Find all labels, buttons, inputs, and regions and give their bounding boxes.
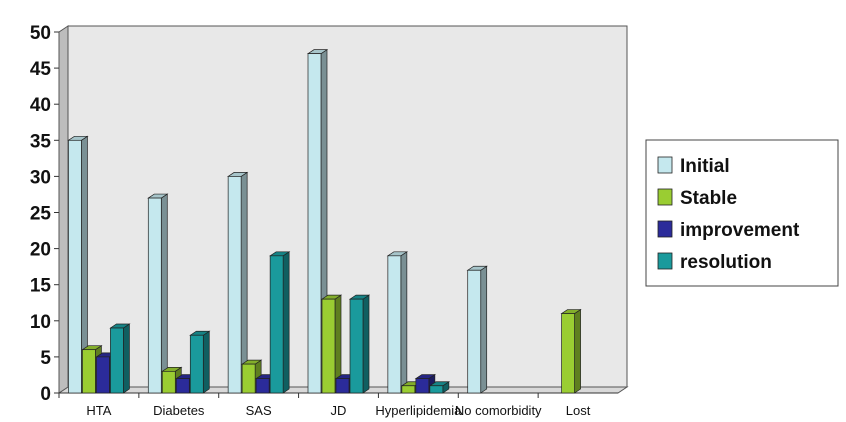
bar-front — [415, 378, 430, 394]
legend-item-initial: Initial — [657, 156, 730, 177]
legend-swatch — [657, 156, 673, 174]
bar-front — [269, 255, 284, 394]
y-tick-label: 35 — [30, 131, 52, 152]
bar-stable-lost — [560, 308, 582, 394]
legend-label: Initial — [680, 156, 730, 177]
legend-swatch — [657, 252, 673, 270]
bar-front — [561, 313, 575, 394]
bar-side — [362, 294, 370, 394]
bar-side — [160, 193, 168, 394]
bar-initial-hyperlipidemia — [386, 251, 409, 394]
bar-initial-hta — [67, 135, 89, 394]
bar-front — [335, 378, 350, 394]
y-tick-label: 5 — [40, 348, 51, 369]
bar-resolution-jd — [348, 294, 371, 394]
bar-resolution-diabetes — [189, 330, 211, 394]
bar-resolution-hta — [109, 323, 131, 394]
legend-item-improvement: improvement — [657, 220, 800, 241]
y-tick-label: 25 — [30, 204, 52, 225]
x-tick-label: Hyperlipidemia — [375, 403, 462, 418]
legend-swatch — [657, 220, 673, 238]
y-tick-label: 30 — [30, 167, 51, 188]
legend-item-resolution: resolution — [657, 252, 772, 273]
bar-front — [161, 370, 176, 394]
bars — [67, 49, 582, 394]
bar-side — [123, 323, 130, 394]
bar-initial-sas — [226, 171, 249, 394]
chart-side-wall — [58, 25, 69, 394]
bar-front — [175, 378, 190, 394]
bar-side — [480, 265, 488, 394]
bar-front — [189, 334, 204, 394]
bar-side — [202, 330, 210, 394]
x-tick-label: No comorbidity — [455, 403, 542, 418]
legend-swatch — [657, 188, 673, 206]
y-tick-label: 0 — [40, 384, 51, 405]
x-tick-label: Diabetes — [153, 403, 205, 418]
x-tick-label: HTA — [86, 403, 111, 418]
legend-label: Stable — [680, 188, 737, 209]
bar-front — [401, 385, 416, 394]
bar-resolution-sas — [268, 251, 291, 394]
bar-front — [321, 298, 336, 394]
legend-box — [645, 139, 839, 287]
y-tick-label: 20 — [30, 240, 51, 261]
y-tick-label: 15 — [30, 276, 52, 297]
bar-side — [574, 308, 581, 394]
x-tick-label: SAS — [246, 403, 272, 418]
x-tick-label: JD — [331, 403, 347, 418]
bar-front — [307, 53, 322, 394]
legend: Initial Stable improvement resolution — [645, 139, 839, 287]
bar-front — [467, 269, 482, 394]
bar-initial-diabetes — [147, 193, 169, 394]
bar-front — [82, 349, 96, 394]
bar-front — [241, 363, 256, 394]
bar-front — [227, 176, 242, 394]
bar-front — [387, 255, 402, 394]
bar-front — [110, 327, 124, 394]
y-tick-label: 40 — [30, 95, 51, 116]
bar-front — [349, 298, 364, 394]
bar-front — [147, 197, 162, 394]
bar-side — [240, 171, 248, 394]
chart-walls — [57, 25, 629, 394]
bar-resolution-hyperlipidemia — [428, 381, 451, 394]
bar-side — [282, 251, 290, 394]
legend-item-stable: Stable — [657, 188, 737, 209]
bar-front — [255, 378, 270, 394]
y-axis-ticks: 0 5 10 15 20 25 30 35 40 45 50 — [30, 23, 59, 405]
y-tick-label: 50 — [30, 23, 51, 44]
legend-label: resolution — [680, 252, 772, 273]
bar-front — [96, 356, 110, 394]
bar-initial-no-comorbidity — [466, 265, 488, 394]
bar-side — [400, 251, 408, 394]
bar-front — [429, 385, 444, 394]
x-tick-label: Lost — [566, 403, 591, 418]
y-tick-label: 10 — [30, 312, 51, 333]
y-tick-label: 45 — [30, 59, 52, 80]
bar-front — [68, 139, 82, 394]
legend-label: improvement — [680, 220, 800, 241]
